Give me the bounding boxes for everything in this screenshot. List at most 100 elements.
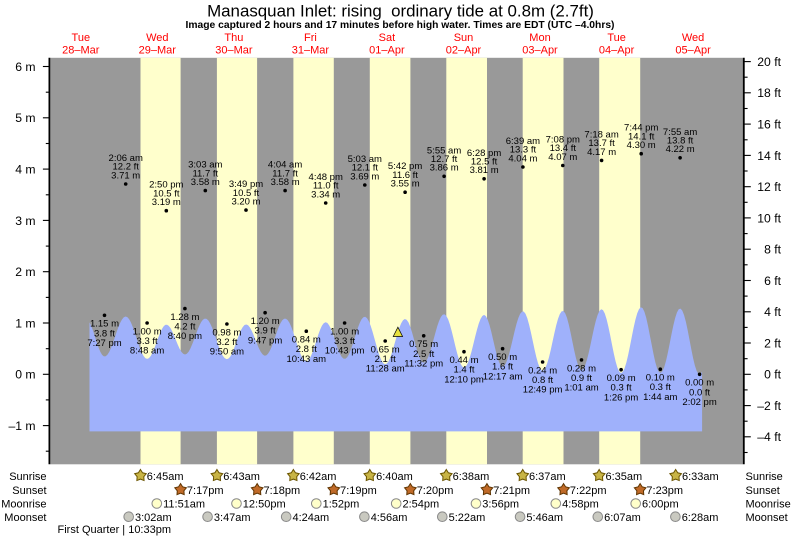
svg-text:1.6 ft: 1.6 ft — [492, 362, 513, 373]
svg-text:13.3 ft: 13.3 ft — [510, 145, 537, 156]
svg-text:6:35am: 6:35am — [606, 471, 643, 483]
svg-text:11.6 ft: 11.6 ft — [392, 170, 418, 181]
svg-text:12.1 ft: 12.1 ft — [352, 163, 379, 174]
svg-text:Sun: Sun — [454, 32, 474, 44]
svg-text:6:40am: 6:40am — [376, 471, 413, 483]
svg-text:–2 ft: –2 ft — [757, 399, 781, 413]
svg-text:11.0 ft: 11.0 ft — [313, 181, 339, 192]
svg-text:18 ft: 18 ft — [757, 86, 781, 100]
svg-text:Sunset: Sunset — [746, 485, 780, 497]
svg-text:1:52pm: 1:52pm — [323, 499, 360, 511]
svg-text:7:23pm: 7:23pm — [646, 485, 683, 497]
svg-text:0.10 m: 0.10 m — [646, 373, 675, 384]
svg-text:11.7 ft: 11.7 ft — [192, 168, 218, 179]
svg-text:12:10 pm: 12:10 pm — [444, 374, 484, 385]
svg-text:3.58 m: 3.58 m — [271, 177, 300, 188]
svg-text:14.1 ft: 14.1 ft — [628, 131, 655, 142]
svg-text:12:49 pm: 12:49 pm — [523, 385, 563, 396]
svg-text:2:54pm: 2:54pm — [403, 499, 440, 511]
svg-text:7:18 am: 7:18 am — [584, 129, 618, 140]
svg-text:3:03 am: 3:03 am — [188, 160, 222, 171]
svg-text:7:27 pm: 7:27 pm — [87, 338, 121, 349]
svg-text:11:28 am: 11:28 am — [366, 364, 405, 375]
svg-text:0.3 ft: 0.3 ft — [611, 383, 632, 394]
svg-text:0.3 ft: 0.3 ft — [650, 382, 671, 393]
svg-text:31–Mar: 31–Mar — [292, 45, 330, 57]
svg-text:1:26 pm: 1:26 pm — [604, 392, 638, 403]
svg-text:4.04 m: 4.04 m — [508, 153, 537, 164]
svg-text:3:02am: 3:02am — [135, 512, 172, 524]
svg-text:12.2 ft: 12.2 ft — [112, 162, 139, 173]
svg-text:2.1 ft: 2.1 ft — [375, 354, 396, 365]
svg-text:03–Apr: 03–Apr — [522, 45, 558, 57]
svg-text:13.7 ft: 13.7 ft — [588, 138, 615, 149]
svg-text:Wed: Wed — [146, 32, 168, 44]
svg-text:6 ft: 6 ft — [764, 274, 782, 288]
svg-text:First Quarter | 10:33pm: First Quarter | 10:33pm — [58, 524, 172, 536]
svg-text:3.19 m: 3.19 m — [152, 197, 181, 208]
svg-text:Moonset: Moonset — [746, 512, 788, 524]
svg-text:13.8 ft: 13.8 ft — [667, 136, 694, 147]
svg-text:6:39 am: 6:39 am — [506, 136, 540, 147]
svg-text:Mon: Mon — [529, 32, 550, 44]
svg-text:–1 m: –1 m — [8, 419, 35, 433]
svg-text:1.28 m: 1.28 m — [170, 312, 199, 323]
svg-text:12.7 ft: 12.7 ft — [431, 154, 458, 165]
svg-text:20 ft: 20 ft — [757, 55, 781, 69]
svg-text:7:21pm: 7:21pm — [493, 485, 530, 497]
svg-text:12 ft: 12 ft — [757, 180, 781, 194]
svg-text:0.65 m: 0.65 m — [371, 344, 400, 355]
svg-text:3.2 ft: 3.2 ft — [216, 337, 237, 348]
svg-text:4 m: 4 m — [15, 163, 35, 177]
svg-text:1.00 m: 1.00 m — [133, 326, 162, 337]
svg-text:7:44 pm: 7:44 pm — [624, 123, 658, 134]
svg-text:3.9 ft: 3.9 ft — [255, 326, 276, 337]
svg-text:Sunrise: Sunrise — [9, 471, 46, 483]
svg-text:4 ft: 4 ft — [764, 305, 782, 319]
svg-text:1:01 am: 1:01 am — [564, 383, 598, 394]
svg-text:1.00 m: 1.00 m — [330, 326, 359, 337]
svg-text:3.71 m: 3.71 m — [111, 170, 140, 181]
svg-text:0 ft: 0 ft — [764, 368, 782, 382]
svg-text:6:43am: 6:43am — [223, 471, 260, 483]
svg-text:Wed: Wed — [682, 32, 704, 44]
svg-text:0.44 m: 0.44 m — [449, 355, 478, 366]
svg-text:Moonrise: Moonrise — [1, 499, 46, 511]
svg-text:10:43 am: 10:43 am — [286, 354, 326, 365]
svg-text:3.86 m: 3.86 m — [430, 163, 459, 174]
svg-text:5:22am: 5:22am — [449, 512, 486, 524]
svg-text:Sunset: Sunset — [12, 485, 46, 497]
svg-text:10 ft: 10 ft — [757, 211, 781, 225]
svg-text:11:32 pm: 11:32 pm — [404, 358, 443, 369]
svg-text:0 m: 0 m — [15, 368, 35, 382]
svg-text:3:49 pm: 3:49 pm — [229, 179, 263, 190]
svg-text:0.28 m: 0.28 m — [567, 363, 596, 374]
svg-text:2 m: 2 m — [15, 265, 35, 279]
svg-text:2:06 am: 2:06 am — [109, 153, 143, 164]
svg-text:3.3 ft: 3.3 ft — [334, 336, 355, 347]
svg-text:0.00 m: 0.00 m — [685, 378, 714, 389]
svg-text:1.20 m: 1.20 m — [251, 316, 280, 327]
svg-text:9:47 pm: 9:47 pm — [248, 335, 282, 346]
svg-text:2.8 ft: 2.8 ft — [296, 344, 317, 355]
svg-text:1 m: 1 m — [15, 316, 35, 330]
svg-text:3 m: 3 m — [15, 214, 35, 228]
svg-text:3.3 ft: 3.3 ft — [137, 336, 158, 347]
svg-text:0.98 m: 0.98 m — [212, 327, 241, 338]
svg-text:4.30 m: 4.30 m — [627, 140, 656, 151]
svg-text:02–Apr: 02–Apr — [446, 45, 482, 57]
svg-text:Fri: Fri — [304, 32, 317, 44]
svg-text:0.50 m: 0.50 m — [488, 352, 517, 363]
svg-text:3.34 m: 3.34 m — [311, 189, 340, 200]
svg-text:2.5 ft: 2.5 ft — [413, 349, 434, 360]
svg-text:11.7 ft: 11.7 ft — [272, 168, 298, 179]
svg-text:5:55 am: 5:55 am — [427, 145, 461, 156]
svg-text:6:28am: 6:28am — [682, 512, 719, 524]
svg-text:5:42 pm: 5:42 pm — [388, 161, 422, 172]
svg-text:3.55 m: 3.55 m — [391, 179, 420, 190]
svg-text:05–Apr: 05–Apr — [675, 45, 711, 57]
svg-text:1.4 ft: 1.4 ft — [453, 365, 474, 376]
svg-text:12:17 am: 12:17 am — [483, 371, 523, 382]
svg-text:10.5 ft: 10.5 ft — [233, 188, 260, 199]
svg-text:–4 ft: –4 ft — [757, 430, 781, 444]
